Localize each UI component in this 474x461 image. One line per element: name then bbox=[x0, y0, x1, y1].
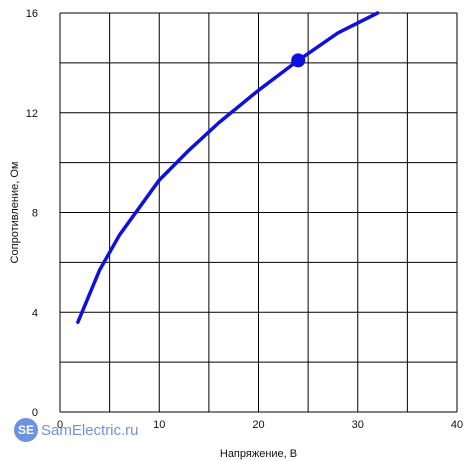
y-tick-label: 4 bbox=[32, 307, 38, 319]
x-axis-label: Напряжение, В bbox=[220, 448, 297, 460]
x-tick-label: 10 bbox=[153, 419, 165, 431]
tick-labels: 0 10 20 30 40 0 4 8 12 16 bbox=[26, 8, 463, 431]
highlight-point bbox=[291, 53, 306, 68]
x-tick-label: 30 bbox=[352, 419, 364, 431]
x-tick-label: 40 bbox=[451, 419, 463, 431]
x-tick-label: 0 bbox=[57, 419, 63, 431]
grid bbox=[59, 12, 458, 413]
series-layer bbox=[76, 11, 380, 324]
watermark: SE SamElectric.ru bbox=[14, 418, 139, 442]
y-tick-label: 16 bbox=[26, 8, 38, 20]
x-tick-label: 20 bbox=[252, 419, 264, 431]
series-line bbox=[76, 11, 380, 324]
y-axis-label: Сопротивление, Ом bbox=[9, 162, 21, 264]
watermark-logo-icon: SE bbox=[14, 418, 38, 442]
y-tick-label: 0 bbox=[32, 407, 38, 419]
watermark-text: SamElectric.ru bbox=[41, 421, 139, 439]
y-tick-label: 12 bbox=[26, 108, 38, 120]
y-tick-label: 8 bbox=[32, 208, 38, 220]
